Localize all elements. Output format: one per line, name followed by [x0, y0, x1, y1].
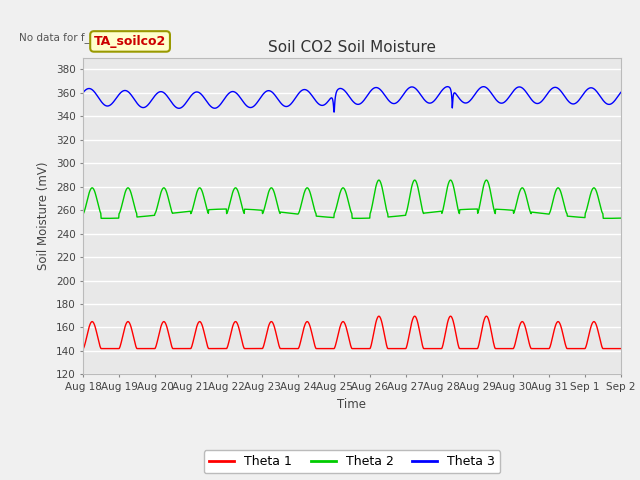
Text: TA_soilco2: TA_soilco2: [94, 35, 166, 48]
Text: No data for f_Theta_SM4: No data for f_Theta_SM4: [19, 32, 147, 43]
X-axis label: Time: Time: [337, 397, 367, 410]
Legend: Theta 1, Theta 2, Theta 3: Theta 1, Theta 2, Theta 3: [204, 450, 500, 473]
Y-axis label: Soil Moisture (mV): Soil Moisture (mV): [37, 162, 51, 270]
Title: Soil CO2 Soil Moisture: Soil CO2 Soil Moisture: [268, 40, 436, 55]
